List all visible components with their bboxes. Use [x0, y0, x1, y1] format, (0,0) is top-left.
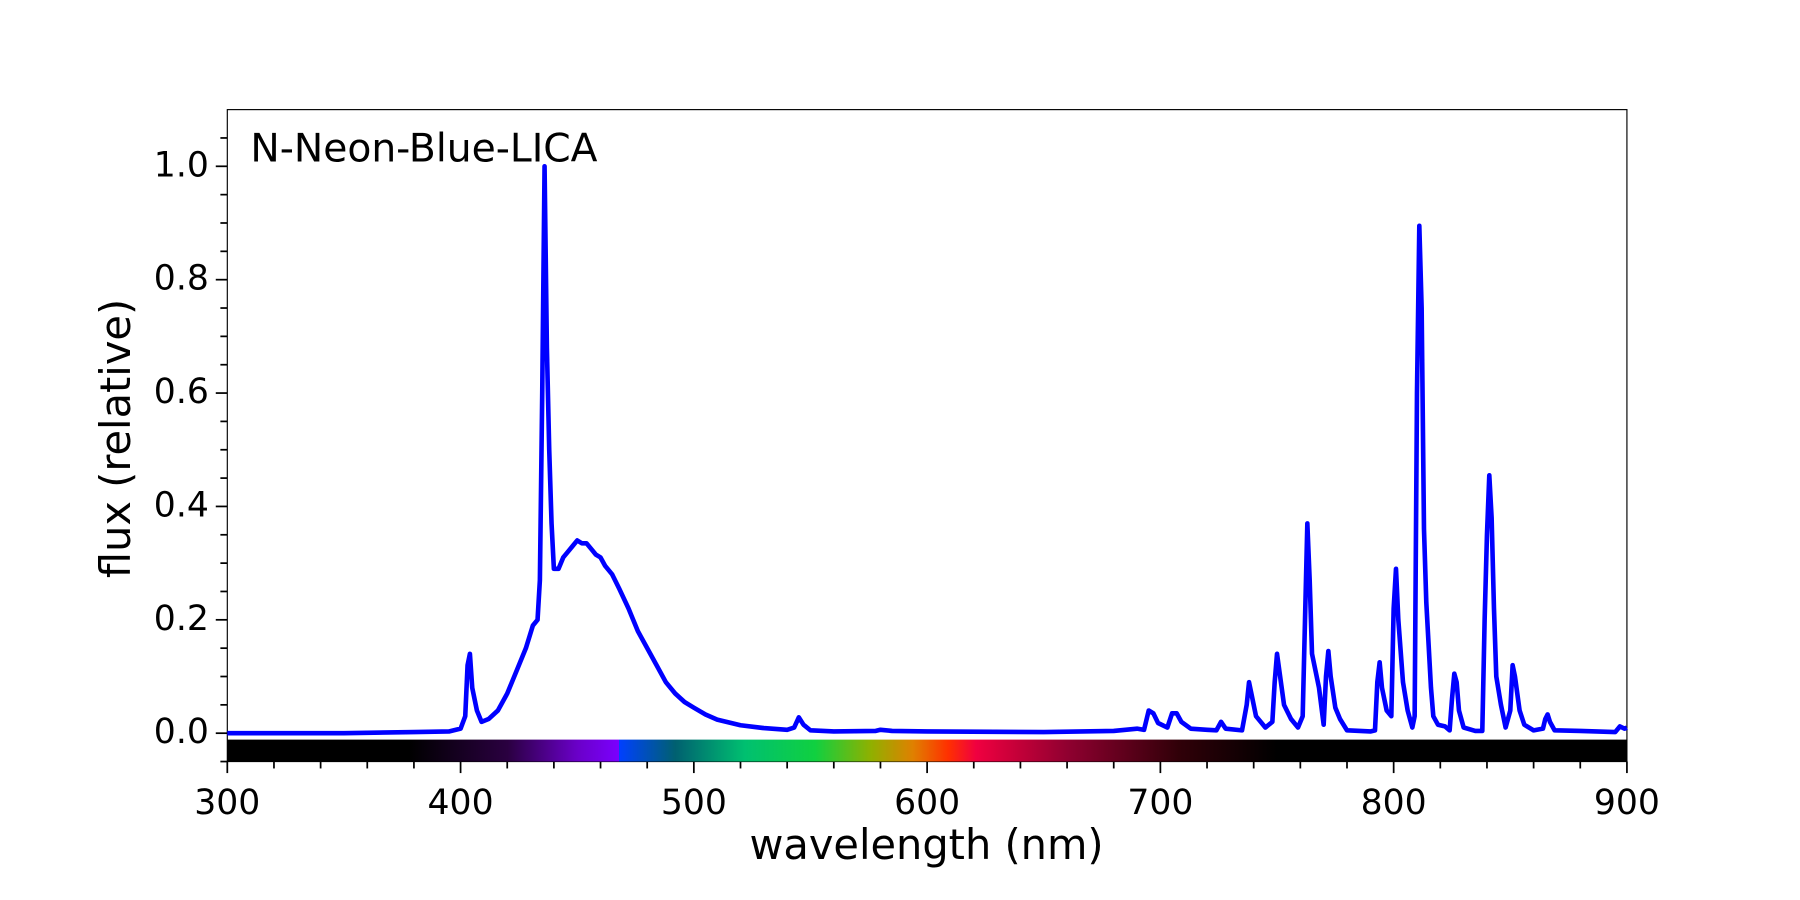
y-axis-label: flux (relative) — [91, 299, 140, 578]
y-tick-label: 0.8 — [154, 259, 209, 299]
x-tick-label: 500 — [661, 783, 727, 823]
y-tick-label: 0.6 — [154, 372, 209, 412]
x-tick-label: 300 — [194, 783, 260, 823]
x-axis-label: wavelength (nm) — [749, 820, 1103, 869]
y-tick-label: 1.0 — [154, 145, 209, 185]
x-tick-label: 900 — [1594, 783, 1660, 823]
x-tick-label: 600 — [894, 783, 960, 823]
y-tick-label: 0.0 — [154, 712, 209, 752]
y-tick-label: 0.4 — [154, 485, 209, 525]
spectrum-bar — [227, 739, 1627, 762]
x-tick-label: 700 — [1127, 783, 1193, 823]
spectrum-line — [227, 163, 1628, 736]
y-tick-label: 0.2 — [154, 599, 209, 639]
chart-title: N-Neon-Blue-LICA — [250, 127, 597, 172]
x-tick-label: 400 — [428, 783, 494, 823]
x-tick-label: 800 — [1361, 783, 1427, 823]
